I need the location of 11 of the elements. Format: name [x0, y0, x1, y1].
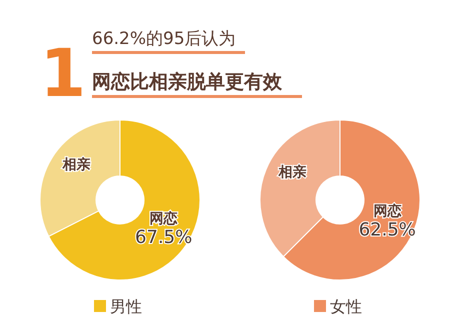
- slice-label: 网恋: [150, 210, 178, 227]
- text: 67.5%: [135, 226, 192, 248]
- slice-label: 网恋: [373, 202, 402, 220]
- text: 1: [40, 35, 86, 112]
- legend-label: 女性: [330, 297, 362, 316]
- text: 网恋比相亲脱单更有效: [92, 71, 283, 93]
- slice-label: 相亲: [61, 156, 90, 174]
- legend-label: 男性: [110, 297, 142, 316]
- text: 66.2%的95后认为: [92, 29, 236, 49]
- slice-label: 相亲: [278, 163, 307, 180]
- text: 62.5%: [358, 220, 416, 241]
